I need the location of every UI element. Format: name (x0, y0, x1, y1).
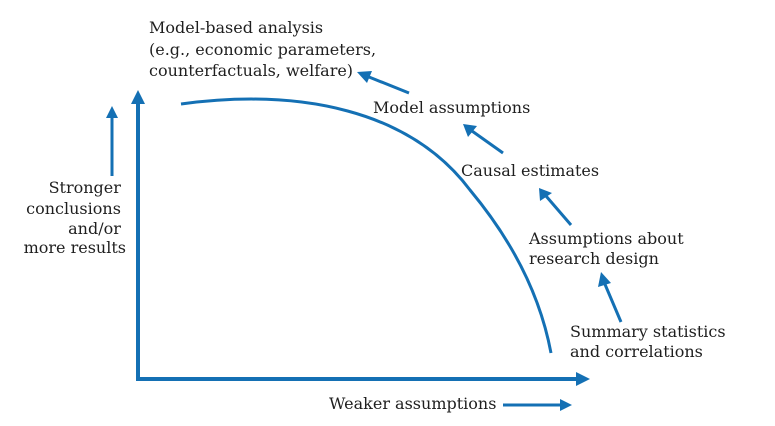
y-axis-label-line-3: and/or (68, 219, 121, 238)
model-based-analysis-line-2: (e.g., economic parameters, (149, 40, 376, 59)
axes (131, 90, 590, 386)
design-assumptions-line-2: research design (529, 249, 659, 268)
step-arrow-model-to-analysis (357, 71, 410, 95)
model-based-analysis-label: Model-based analysis (e.g., economic par… (149, 18, 381, 80)
weaker-assumptions-arrow (503, 399, 572, 411)
y-axis-label-line-4: more results (24, 238, 126, 257)
model-based-analysis-line-3: counterfactuals, welfare) (149, 61, 353, 80)
stronger-conclusions-arrow (106, 106, 118, 176)
y-axis-arrowhead (131, 90, 145, 104)
x-axis-arrowhead (576, 372, 590, 386)
causal-estimates-label: Causal estimates (461, 161, 599, 180)
frontier-curve (180, 97, 553, 354)
y-axis-label-line-2: conclusions (26, 199, 121, 218)
step-arrow-design-to-causal (539, 188, 573, 226)
step-arrow-causal-to-model (463, 124, 504, 155)
step-arrow-summary-to-design (598, 272, 623, 323)
y-axis-label-line-1: Stronger (49, 178, 122, 197)
summary-statistics-label: Summary statistics and correlations (570, 322, 731, 361)
model-based-analysis-line-1: Model-based analysis (149, 18, 323, 37)
x-axis-label: Weaker assumptions (329, 394, 496, 413)
summary-statistics-line-2: and correlations (570, 342, 703, 361)
summary-statistics-line-1: Summary statistics (570, 322, 726, 341)
y-axis-label: Stronger conclusions and/or more results (24, 178, 126, 257)
design-assumptions-line-1: Assumptions about (528, 229, 684, 248)
design-assumptions-label: Assumptions about research design (528, 229, 689, 268)
model-assumptions-label: Model assumptions (373, 98, 530, 117)
